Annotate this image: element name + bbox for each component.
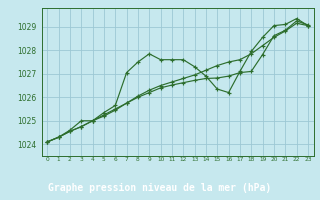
Text: Graphe pression niveau de la mer (hPa): Graphe pression niveau de la mer (hPa) bbox=[48, 183, 272, 193]
